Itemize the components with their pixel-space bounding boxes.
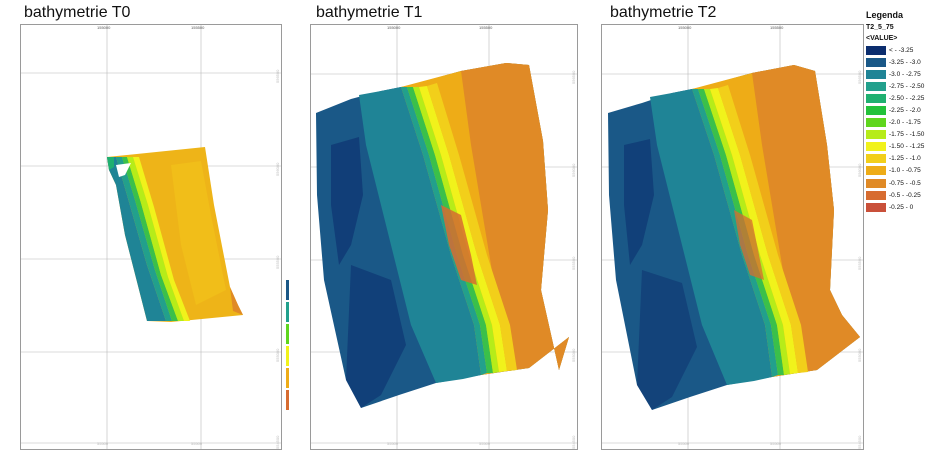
legend-swatch xyxy=(866,69,886,79)
y-tick-label-faint: 556500 xyxy=(857,70,862,84)
map-canvas-t0 xyxy=(21,25,281,449)
x-tick-label: 155000 xyxy=(97,25,111,30)
legend-swatch xyxy=(866,93,886,103)
legend-item: -2.75 - -2.50 xyxy=(866,80,936,92)
map-canvas-t1 xyxy=(311,25,577,449)
y-tick-label-faint: 554500 xyxy=(275,435,280,449)
legend-label: -2.50 - -2.25 xyxy=(889,94,925,102)
legend-item: -1.50 - -1.25 xyxy=(866,141,936,153)
legend-label: -2.75 - -2.50 xyxy=(889,82,925,90)
y-tick-label-faint: 556000 xyxy=(857,163,862,177)
x-tick-label-faint: 55500 xyxy=(678,441,690,446)
legend-field-name: <VALUE> xyxy=(866,35,898,42)
legend-label: -0.25 - 0 xyxy=(889,203,914,211)
legend-layer-name: T2_5_75 xyxy=(866,24,894,31)
x-tick-label: 155500 xyxy=(770,25,784,30)
x-tick-label-faint: 55500 xyxy=(479,441,491,446)
legend-label: -1.0 - -0.75 xyxy=(889,167,921,175)
legend-fragment xyxy=(286,280,289,410)
legend-item: -2.0 - -1.75 xyxy=(866,117,936,129)
legend-label: -3.0 - -2.75 xyxy=(889,70,921,78)
map-panel-t2: 155000 155500 55500 55500 556500 556000 … xyxy=(601,24,864,450)
bathymetry-t0 xyxy=(107,147,243,322)
x-tick-label: 155500 xyxy=(479,25,493,30)
y-tick-label-faint: 556000 xyxy=(571,163,576,177)
legend-label: -0.5 - -0.25 xyxy=(889,191,921,199)
y-tick-label-faint: 556000 xyxy=(275,162,280,176)
legend-label: -2.25 - -2.0 xyxy=(889,107,921,115)
legend-swatch xyxy=(866,142,886,152)
legend-label: -0.75 - -0.5 xyxy=(889,179,921,187)
legend-label: -1.75 - -1.50 xyxy=(889,131,925,139)
legend-item: -0.75 - -0.5 xyxy=(866,177,936,189)
legend-item: -3.0 - -2.75 xyxy=(866,68,936,80)
legend-swatch xyxy=(866,106,886,116)
map-panel-t1: 155000 155500 55500 55500 556500 556000 … xyxy=(310,24,578,450)
legend: Legenda T2_5_75 <VALUE> < - -3.25 -3.25 -… xyxy=(866,10,936,213)
legend-label: -2.0 - -1.75 xyxy=(889,119,921,127)
legend-label: < - -3.25 xyxy=(889,46,914,54)
legend-item: -1.0 - -0.75 xyxy=(866,165,936,177)
bathymetry-t1 xyxy=(316,63,569,408)
legend-label: -1.50 - -1.25 xyxy=(889,143,925,151)
legend-swatch xyxy=(866,130,886,140)
x-tick-label-faint: 55500 xyxy=(97,441,109,446)
legend-item: -1.25 - -1.0 xyxy=(866,153,936,165)
legend-swatch xyxy=(866,178,886,188)
map-panel-t0: 155000 155500 55500 55500 556500 556000 … xyxy=(20,24,282,450)
y-tick-label-faint: 555000 xyxy=(571,348,576,362)
legend-swatch xyxy=(866,166,886,176)
legend-swatch xyxy=(866,190,886,200)
x-tick-label: 155000 xyxy=(678,25,692,30)
legend-item: -0.25 - 0 xyxy=(866,201,936,213)
legend-item: < - -3.25 xyxy=(866,44,936,56)
legend-label: -3.25 - -3.0 xyxy=(889,58,921,66)
x-tick-label-faint: 55500 xyxy=(191,441,203,446)
legend-swatch xyxy=(866,202,886,212)
legend-label: -1.25 - -1.0 xyxy=(889,155,921,163)
bathymetry-t2 xyxy=(608,65,860,410)
legend-swatch xyxy=(866,57,886,67)
legend-item: -2.25 - -2.0 xyxy=(866,104,936,116)
y-tick-label-faint: 554500 xyxy=(857,435,862,449)
y-tick-label-faint: 555500 xyxy=(571,256,576,270)
x-tick-label-faint: 55500 xyxy=(770,441,782,446)
y-tick-label-faint: 556500 xyxy=(571,70,576,84)
legend-item: -3.25 - -3.0 xyxy=(866,56,936,68)
legend-swatch xyxy=(866,81,886,91)
legend-swatch xyxy=(866,154,886,164)
y-tick-label-faint: 555000 xyxy=(857,348,862,362)
legend-swatch xyxy=(866,118,886,128)
legend-swatch xyxy=(866,45,886,55)
map-title-t1: bathymetrie T1 xyxy=(316,4,423,21)
x-tick-label: 155000 xyxy=(387,25,401,30)
map-canvas-t2 xyxy=(602,25,863,449)
y-tick-label-faint: 555000 xyxy=(275,348,280,362)
y-tick-label-faint: 556500 xyxy=(275,69,280,83)
y-tick-label-faint: 554500 xyxy=(571,435,576,449)
x-tick-label: 155500 xyxy=(191,25,205,30)
legend-title: Legenda xyxy=(866,10,904,20)
y-tick-label-faint: 555500 xyxy=(857,256,862,270)
y-tick-label-faint: 555500 xyxy=(275,255,280,269)
legend-item: -1.75 - -1.50 xyxy=(866,129,936,141)
legend-item: -2.50 - -2.25 xyxy=(866,92,936,104)
map-title-t0: bathymetrie T0 xyxy=(24,4,131,21)
legend-item: -0.5 - -0.25 xyxy=(866,189,936,201)
map-title-t2: bathymetrie T2 xyxy=(610,4,717,21)
legend-classes: < - -3.25 -3.25 - -3.0 -3.0 - -2.75 -2.75 -… xyxy=(866,44,936,213)
x-tick-label-faint: 55500 xyxy=(387,441,399,446)
